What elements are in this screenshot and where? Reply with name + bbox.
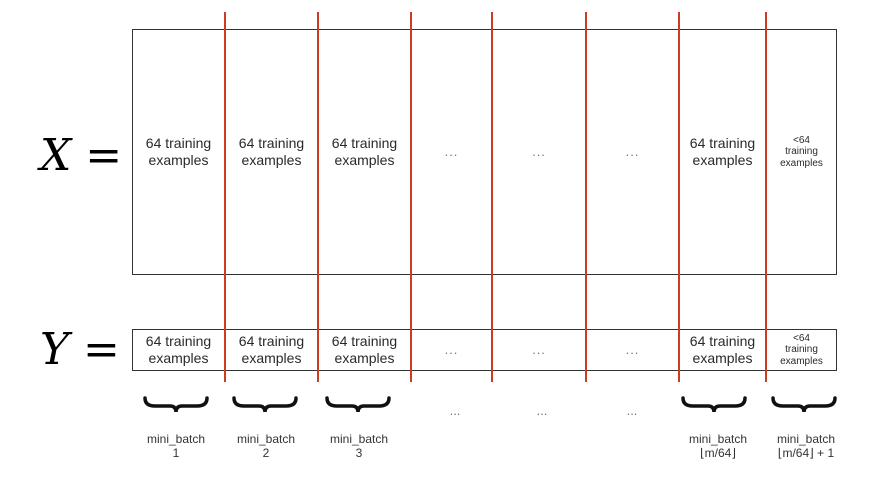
ellipsis-text: ... bbox=[532, 144, 546, 160]
batch-label-index: 1 bbox=[172, 446, 180, 461]
curly-brace-icon bbox=[232, 396, 298, 413]
cell-line: <64 bbox=[793, 134, 810, 146]
cell-line: training bbox=[785, 146, 818, 158]
cell-line: examples bbox=[241, 152, 302, 168]
cell-line: examples bbox=[692, 350, 753, 366]
cell-line: <64 bbox=[793, 332, 810, 344]
batch-label-name: mini_batch bbox=[236, 432, 296, 446]
y-matrix-label: Y = bbox=[40, 324, 120, 375]
separator-line bbox=[585, 12, 587, 382]
cell-line: examples bbox=[148, 152, 209, 168]
cell-line: examples bbox=[780, 355, 823, 367]
batch-label-name: mini_batch bbox=[688, 432, 748, 446]
x-cell-ellipsis: ... bbox=[412, 30, 491, 274]
x-cell-ellipsis: ... bbox=[493, 30, 585, 274]
cell-line: examples bbox=[692, 152, 753, 168]
batch-label-name: mini_batch bbox=[776, 432, 836, 446]
cell-line: examples bbox=[241, 350, 302, 366]
x-matrix-label: X = bbox=[40, 130, 123, 181]
x-cell: 64 training examples bbox=[319, 30, 410, 274]
separator-line bbox=[410, 12, 412, 382]
batch-label: mini_batch 1 bbox=[131, 432, 221, 461]
cell-line: examples bbox=[780, 157, 823, 169]
curly-brace-icon bbox=[771, 396, 837, 413]
curly-brace-icon bbox=[681, 396, 747, 413]
cell-line: examples bbox=[148, 350, 209, 366]
x-cell: 64 training examples bbox=[680, 30, 765, 274]
batch-label: mini_batch ⌊m/64⌋ bbox=[673, 432, 763, 461]
cell-line: 64 training bbox=[331, 135, 398, 152]
cell-line: training bbox=[785, 344, 818, 356]
curly-brace-icon bbox=[325, 396, 391, 413]
cell-line: 64 training bbox=[145, 135, 212, 152]
y-cell: 64 training examples bbox=[680, 330, 765, 370]
y-cell: 64 training examples bbox=[133, 330, 224, 370]
ellipsis-text: ... bbox=[444, 342, 459, 358]
batch-label-name: mini_batch bbox=[329, 432, 389, 446]
batch-label: mini_batch 2 bbox=[221, 432, 311, 461]
y-matrix-box bbox=[132, 329, 837, 371]
x-cell: 64 training examples bbox=[133, 30, 224, 274]
x-cell-ellipsis: ... bbox=[587, 30, 678, 274]
cell-line: 64 training bbox=[331, 333, 398, 350]
separator-line bbox=[224, 12, 226, 382]
batch-label-index: 3 bbox=[355, 446, 363, 461]
y-cell-ellipsis: ... bbox=[493, 330, 585, 370]
separator-line bbox=[765, 12, 767, 382]
cell-line: 64 training bbox=[145, 333, 212, 350]
y-cell-ellipsis: ... bbox=[587, 330, 678, 370]
batch-label: mini_batch ⌊m/64⌋ + 1 bbox=[761, 432, 851, 461]
y-cell-remainder: <64 training examples bbox=[767, 330, 836, 370]
batch-label-index: ⌊m/64⌋ bbox=[699, 446, 737, 461]
separator-line bbox=[491, 12, 493, 382]
cell-line: 64 training bbox=[689, 135, 756, 152]
batch-label-name: mini_batch bbox=[146, 432, 206, 446]
batch-ellipsis: ... bbox=[449, 403, 461, 418]
x-cell: 64 training examples bbox=[226, 30, 317, 274]
batch-label-index: 2 bbox=[262, 446, 270, 461]
y-cell: 64 training examples bbox=[319, 330, 410, 370]
batch-ellipsis: ... bbox=[626, 403, 638, 418]
batch-ellipsis: ... bbox=[536, 403, 548, 418]
batch-label: mini_batch 3 bbox=[314, 432, 404, 461]
cell-line: examples bbox=[334, 152, 395, 168]
separator-line bbox=[317, 12, 319, 382]
cell-line: examples bbox=[334, 350, 395, 366]
x-cell-remainder: <64 training examples bbox=[767, 30, 836, 274]
curly-brace-icon bbox=[143, 396, 209, 413]
y-cell-ellipsis: ... bbox=[412, 330, 491, 370]
ellipsis-text: ... bbox=[625, 144, 640, 160]
separator-line bbox=[678, 12, 680, 382]
ellipsis-text: ... bbox=[532, 342, 546, 358]
x-matrix-box bbox=[132, 29, 837, 275]
batch-label-index: ⌊m/64⌋ + 1 bbox=[777, 446, 835, 461]
cell-line: 64 training bbox=[238, 135, 305, 152]
ellipsis-text: ... bbox=[625, 342, 640, 358]
ellipsis-text: ... bbox=[444, 144, 459, 160]
cell-line: 64 training bbox=[689, 333, 756, 350]
y-cell: 64 training examples bbox=[226, 330, 317, 370]
cell-line: 64 training bbox=[238, 333, 305, 350]
